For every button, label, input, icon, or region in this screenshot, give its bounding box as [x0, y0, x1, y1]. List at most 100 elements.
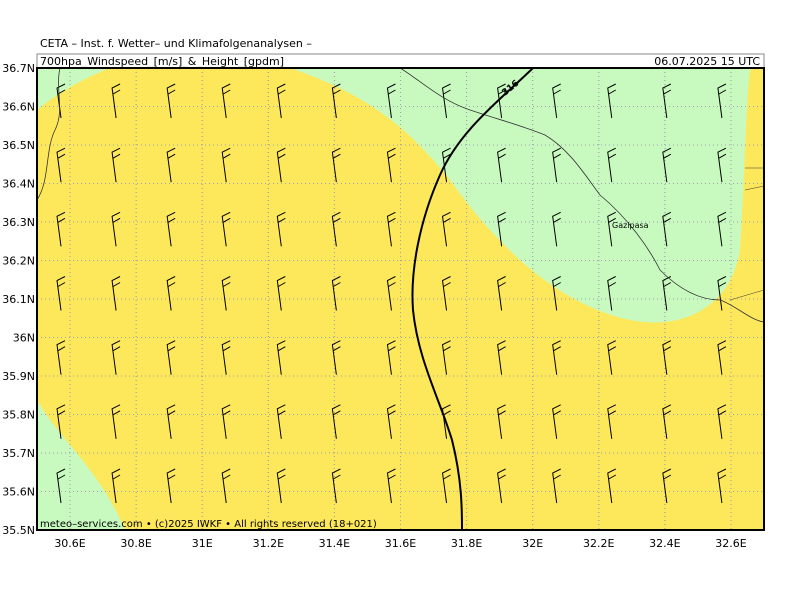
wind-barb: [221, 276, 231, 311]
wind-barb: [276, 404, 286, 439]
wind-barb: [607, 468, 617, 504]
wind-barb: [552, 211, 561, 247]
wind-barb: [441, 276, 451, 311]
wind-barb: [717, 211, 727, 247]
wind-barb: [111, 340, 121, 375]
lat-label: 36N: [13, 332, 35, 345]
lat-label: 36.2N: [2, 255, 35, 268]
wind-barb: [441, 404, 451, 439]
green-field: [37, 400, 125, 530]
wind-barb: [56, 340, 66, 375]
wind-barb: [607, 83, 617, 119]
wind-barb: [607, 340, 617, 375]
valid-time: 06.07.2025 15 UTC: [654, 55, 760, 68]
lon-label: 31.8E: [451, 537, 482, 550]
wind-barb: [386, 468, 396, 504]
wind-barb: [166, 276, 176, 311]
wind-barb: [552, 276, 561, 311]
wind-barb: [221, 147, 231, 183]
footer: meteo–services.com • (c)2025 IWKF • All …: [40, 519, 377, 530]
wind-barb: [166, 404, 176, 439]
wind-barb: [331, 468, 341, 504]
lon-label: 31.2E: [253, 537, 284, 550]
wind-barb: [607, 147, 617, 183]
wind-barb: [331, 404, 341, 439]
wind-barb: [607, 404, 617, 439]
field-title: 700hpa_Windspeed_[m/s]_&_Height_[gpdm]: [40, 55, 284, 68]
wind-barb: [552, 404, 561, 439]
green-field: [290, 68, 750, 323]
wind-barb: [386, 404, 396, 439]
wind-barb: [386, 83, 396, 119]
lat-label: 35.7N: [2, 447, 35, 460]
wind-barb: [331, 340, 341, 375]
border: [729, 167, 764, 301]
wind-barb: [386, 340, 396, 375]
wind-barb: [552, 340, 561, 375]
lon-label: 32.6E: [715, 537, 746, 550]
lon-label: 32E: [522, 537, 543, 550]
lat-label: 36.1N: [2, 293, 35, 306]
wind-barb: [276, 147, 286, 183]
wind-barb: [56, 211, 66, 247]
grid: [37, 68, 764, 530]
wind-barb: [56, 147, 66, 183]
institute-title: CETA – Inst. f. Wetter– und Klimafolgena…: [40, 37, 312, 50]
wind-barbs: [56, 83, 727, 504]
wind-barb: [662, 404, 672, 439]
wind-barb: [441, 211, 451, 247]
wind-barb: [221, 404, 231, 439]
wind-barb: [276, 468, 286, 504]
lat-label: 35.5N: [2, 524, 35, 537]
wind-barb: [552, 83, 561, 119]
wind-barb: [331, 83, 341, 119]
lon-label: 32.2E: [583, 537, 614, 550]
city-label: Gazipasa: [612, 221, 649, 230]
wind-barb: [111, 147, 121, 183]
wind-barb: [607, 211, 617, 247]
lon-label: 31.4E: [319, 537, 350, 550]
map-area: 316 Gazipasa meteo–services.com • (c)202…: [37, 68, 764, 530]
wind-barb: [276, 276, 286, 311]
wind-barb: [717, 404, 727, 439]
wind-barb: [386, 276, 396, 311]
wind-barb: [717, 147, 727, 183]
wind-barb: [662, 468, 672, 504]
lat-label: 36.6N: [2, 101, 35, 114]
wind-barb: [497, 340, 506, 375]
wind-barb: [111, 468, 121, 504]
lon-label: 31.6E: [385, 537, 416, 550]
wind-barb: [497, 404, 506, 439]
wind-barb: [386, 147, 396, 183]
lat-label: 36.5N: [2, 139, 35, 152]
wind-barb: [166, 340, 176, 375]
lon-label: 30.8E: [120, 537, 151, 550]
wind-barb: [166, 83, 176, 119]
lon-label: 30.6E: [54, 537, 85, 550]
lat-label: 35.9N: [2, 370, 35, 383]
wind-barb: [331, 276, 341, 311]
lat-label: 36.3N: [2, 216, 35, 229]
wind-barb: [717, 468, 727, 504]
wind-barb: [441, 340, 451, 375]
wind-barb: [276, 83, 286, 119]
wind-barb: [56, 276, 66, 311]
wind-barb: [331, 147, 341, 183]
wind-barb: [166, 468, 176, 504]
wind-barb: [111, 83, 121, 119]
height-contour: [411, 68, 534, 530]
axis-labels: 35.5N 35.6N 35.7N 35.8N 35.9N 36N 36.1N 36.2N 36…: [2, 62, 746, 550]
wind-barb: [331, 211, 341, 247]
lat-label: 36.7N: [2, 62, 35, 75]
wind-barb: [111, 276, 121, 311]
wind-barb: [166, 211, 176, 247]
wind-barb: [441, 468, 451, 504]
coastline: [37, 68, 61, 201]
green-field: [37, 68, 110, 110]
wind-barb: [441, 147, 451, 183]
wind-barb: [497, 83, 506, 119]
wind-barb: [386, 211, 396, 247]
wind-barb: [276, 211, 286, 247]
wind-barb: [221, 468, 231, 504]
